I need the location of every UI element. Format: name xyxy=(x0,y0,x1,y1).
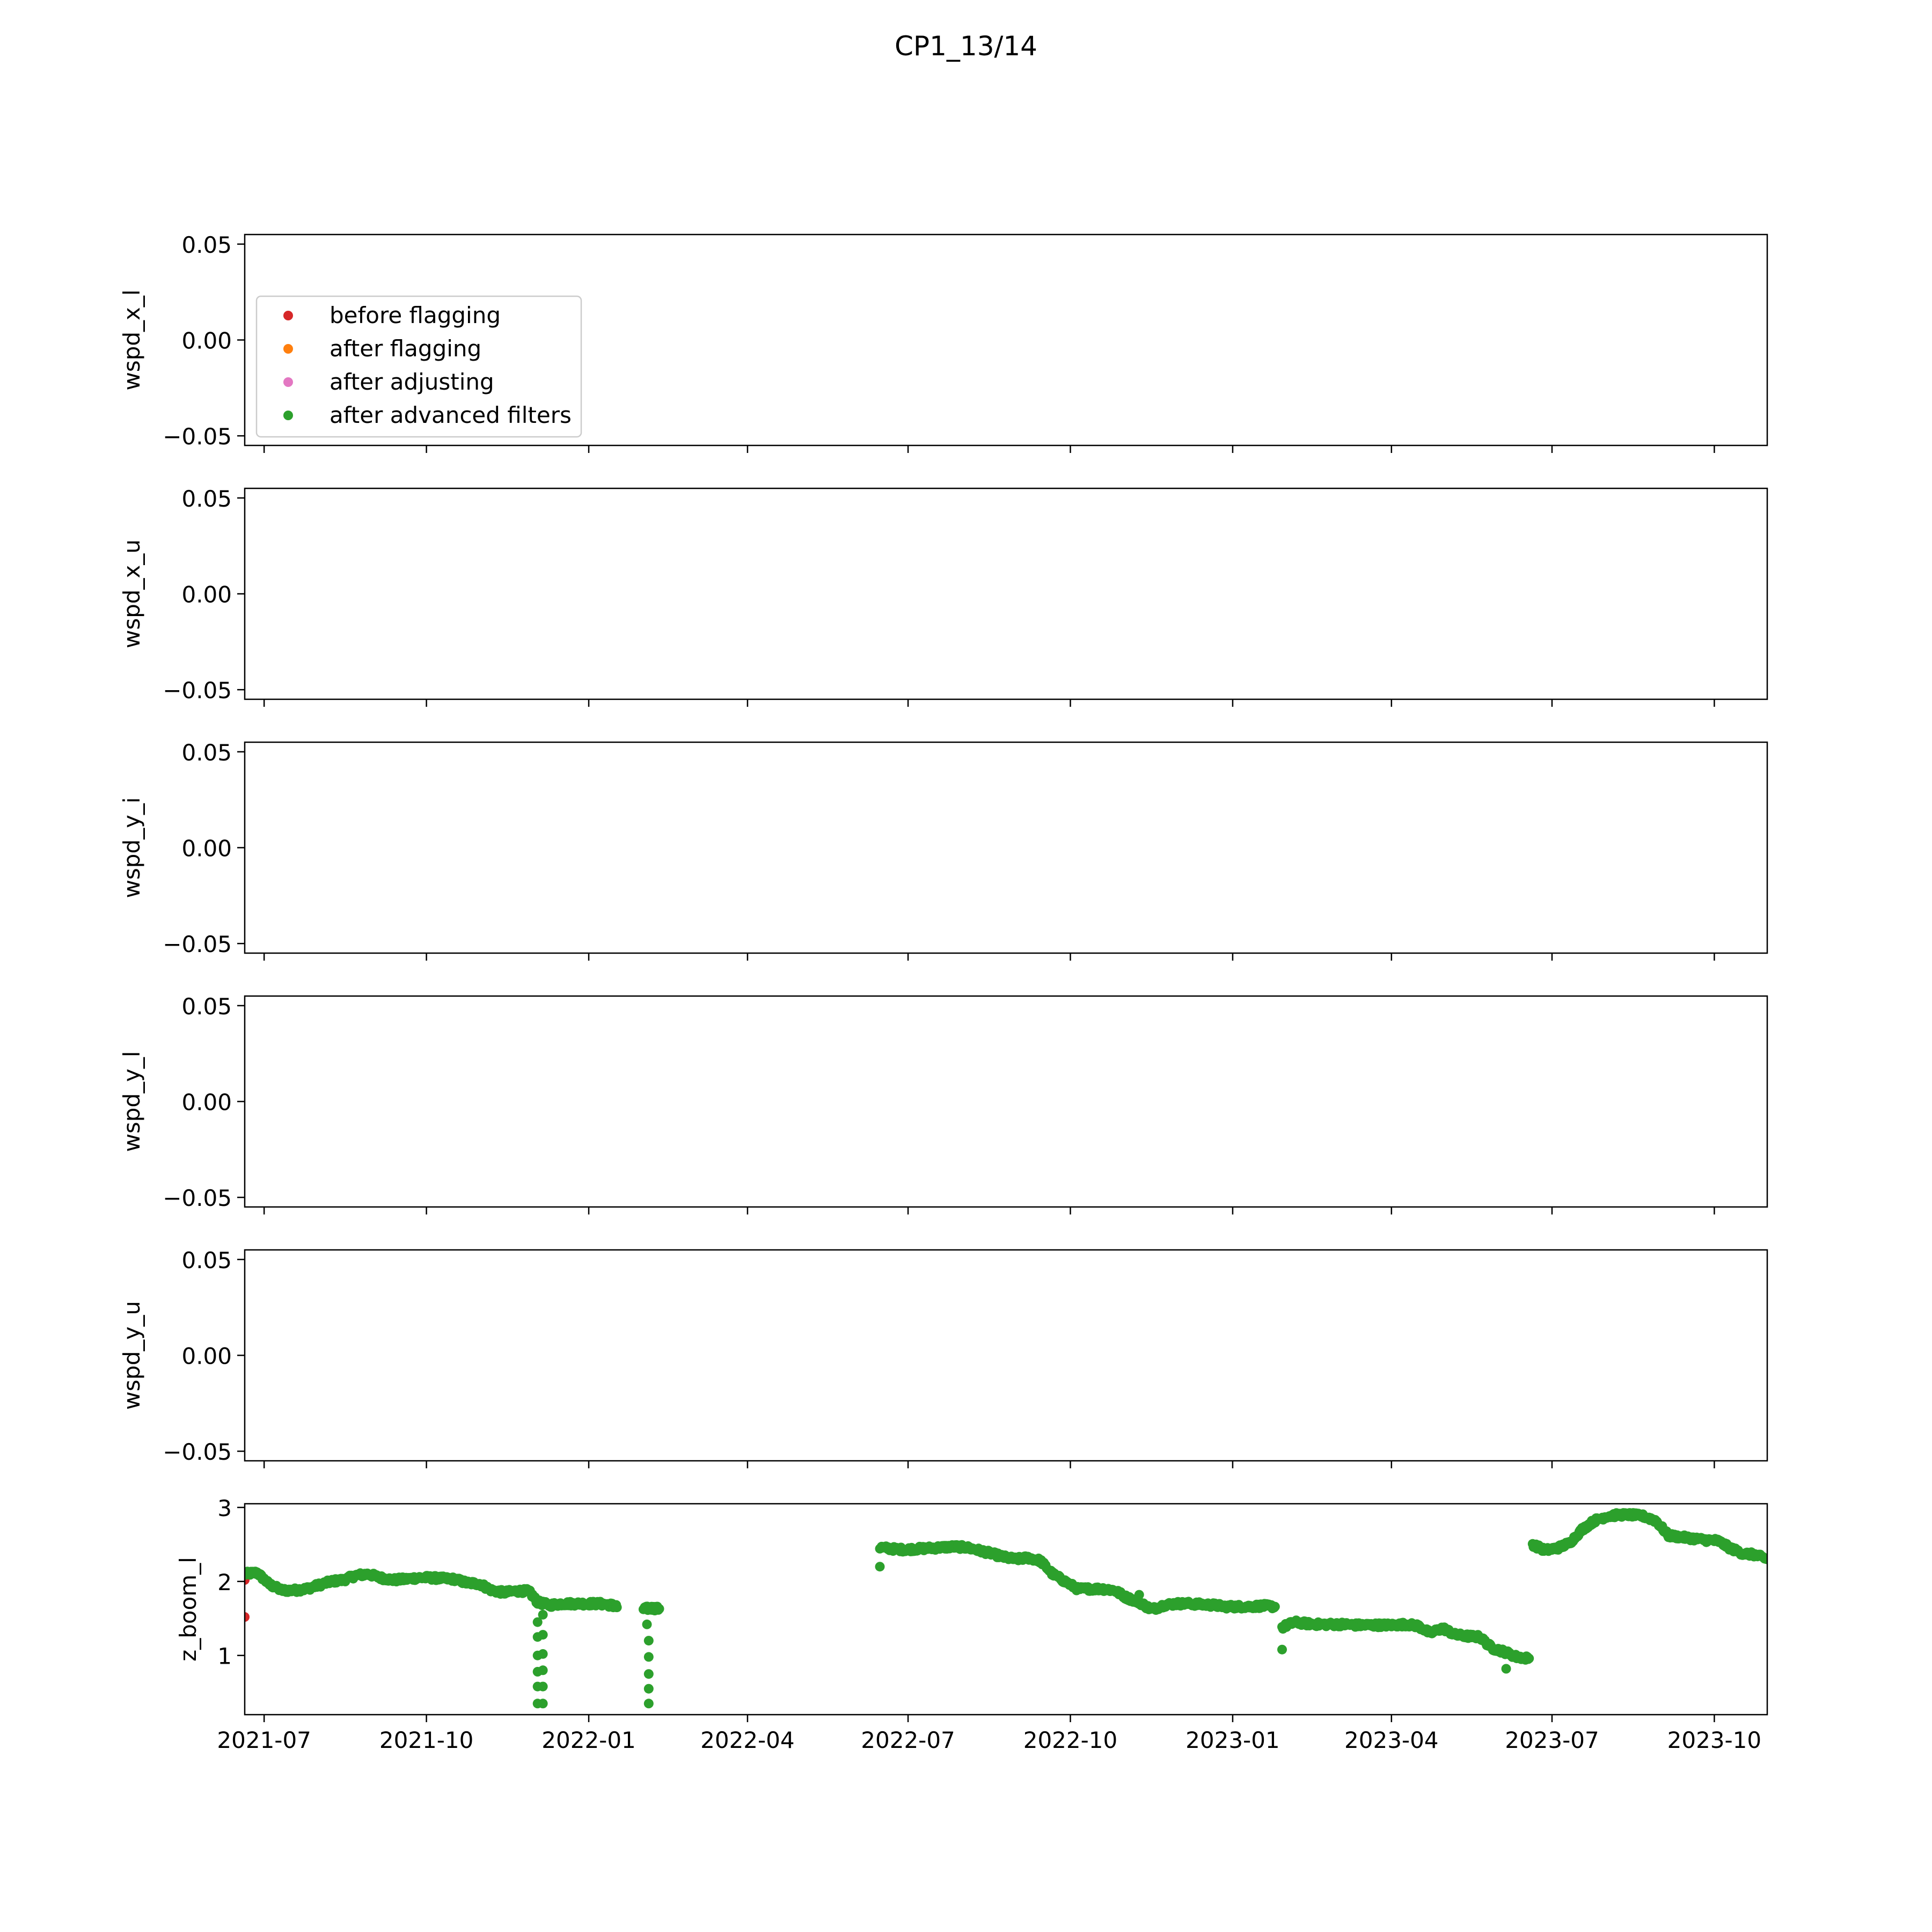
data-point xyxy=(654,1604,664,1614)
panel-wspd_y_u: 0.05 0.00 −0.05 wspd_y_u xyxy=(119,1247,1768,1468)
legend-marker xyxy=(283,344,293,354)
data-point xyxy=(538,1609,548,1620)
data-point xyxy=(643,1636,654,1646)
panel-wspd_x_l: 0.05 0.00 −0.05 wspd_x_l xyxy=(119,232,1768,453)
y-axis-label: wspd_y_l xyxy=(119,1051,145,1152)
x-tick-label: 2023-04 xyxy=(1344,1727,1439,1753)
data-point xyxy=(643,1652,654,1662)
x-tick-label: 2022-01 xyxy=(541,1727,636,1753)
x-tick-label: 2021-10 xyxy=(379,1727,474,1753)
y-tick-label: 0.00 xyxy=(181,582,232,608)
y-tick-label: 0.05 xyxy=(181,232,232,258)
y-axis-label: wspd_y_u xyxy=(119,1301,145,1410)
legend-label: before flagging xyxy=(330,302,501,328)
x-tick-label: 2023-01 xyxy=(1185,1727,1280,1753)
x-tick-label: 2023-10 xyxy=(1667,1727,1762,1753)
y-tick-label: −0.05 xyxy=(163,931,232,957)
legend-marker xyxy=(283,311,293,320)
y-tick-label: 0.05 xyxy=(181,993,232,1020)
data-point xyxy=(1524,1653,1534,1664)
x-tick-label: 2023-07 xyxy=(1505,1727,1599,1753)
y-tick-label: 0.05 xyxy=(181,486,232,512)
data-point xyxy=(538,1681,548,1692)
legend: before flagging after flagging after adjus… xyxy=(255,295,582,438)
data-point xyxy=(1762,1554,1767,1564)
y-axis-label: wspd_x_u xyxy=(119,539,145,648)
data-point xyxy=(1270,1601,1280,1612)
legend-frame xyxy=(255,295,582,438)
y-axis-label: z_boom_l xyxy=(175,1557,201,1662)
y-tick-label: −0.05 xyxy=(163,1185,232,1211)
y-tick-label: 0.00 xyxy=(181,328,232,354)
y-tick-label: 0.05 xyxy=(181,740,232,766)
data-point xyxy=(538,1699,548,1709)
legend-label: after flagging xyxy=(330,335,481,362)
series-after-advanced-filters xyxy=(245,1508,1767,1709)
legend-label: after advanced filters xyxy=(330,402,572,428)
figure-title: CP1_13/14 xyxy=(895,31,1037,62)
x-tick-label: 2022-04 xyxy=(700,1727,795,1753)
y-tick-label: 3 xyxy=(217,1495,232,1521)
data-point xyxy=(612,1602,622,1613)
legend-marker xyxy=(283,377,293,387)
y-tick-label: 0.00 xyxy=(181,1343,232,1370)
data-point xyxy=(538,1630,548,1640)
panels: 0.05 0.00 −0.05 wspd_x_l 0.05 0.00 −0.05 wspd_x… xyxy=(119,232,1768,1753)
panel-data xyxy=(245,1508,1767,1709)
y-tick-label: 0.05 xyxy=(181,1247,232,1274)
panel-wspd_x_u: 0.05 0.00 −0.05 wspd_x_u xyxy=(119,486,1768,707)
data-point xyxy=(642,1619,652,1629)
y-axis-label: wspd_y_i xyxy=(119,797,145,898)
data-point xyxy=(643,1669,654,1679)
data-point xyxy=(1501,1664,1511,1674)
panel-z_boom_l: 3 2 1 z_boom_l 2021-07 2021-10 2022-01 2022-04 2… xyxy=(175,1495,1768,1753)
y-tick-label: 2 xyxy=(217,1569,232,1596)
legend-label: after adjusting xyxy=(330,369,494,395)
y-tick-label: −0.05 xyxy=(163,1439,232,1465)
y-tick-label: 0.00 xyxy=(181,836,232,862)
data-point xyxy=(1277,1644,1287,1655)
data-point xyxy=(1134,1590,1144,1600)
data-point xyxy=(538,1649,548,1659)
y-axis-label: wspd_x_l xyxy=(119,289,145,390)
axes-frame xyxy=(244,1503,1768,1716)
data-point xyxy=(532,1617,543,1627)
panel-wspd_y_l: 0.05 0.00 −0.05 wspd_y_l xyxy=(119,993,1768,1214)
legend-marker xyxy=(283,411,293,420)
panel-wspd_y_i: 0.05 0.00 −0.05 wspd_y_i xyxy=(119,740,1768,961)
data-point xyxy=(245,1612,250,1622)
data-point xyxy=(643,1684,654,1694)
data-point xyxy=(538,1665,548,1675)
y-tick-label: −0.05 xyxy=(163,677,232,704)
data-point xyxy=(643,1699,654,1709)
y-tick-label: 1 xyxy=(217,1643,232,1670)
y-tick-label: 0.00 xyxy=(181,1089,232,1116)
x-tick-label: 2022-07 xyxy=(861,1727,955,1753)
y-tick-label: −0.05 xyxy=(163,423,232,450)
data-point xyxy=(875,1562,885,1572)
x-tick-label: 2022-10 xyxy=(1023,1727,1118,1753)
x-tick-label: 2021-07 xyxy=(217,1727,311,1753)
